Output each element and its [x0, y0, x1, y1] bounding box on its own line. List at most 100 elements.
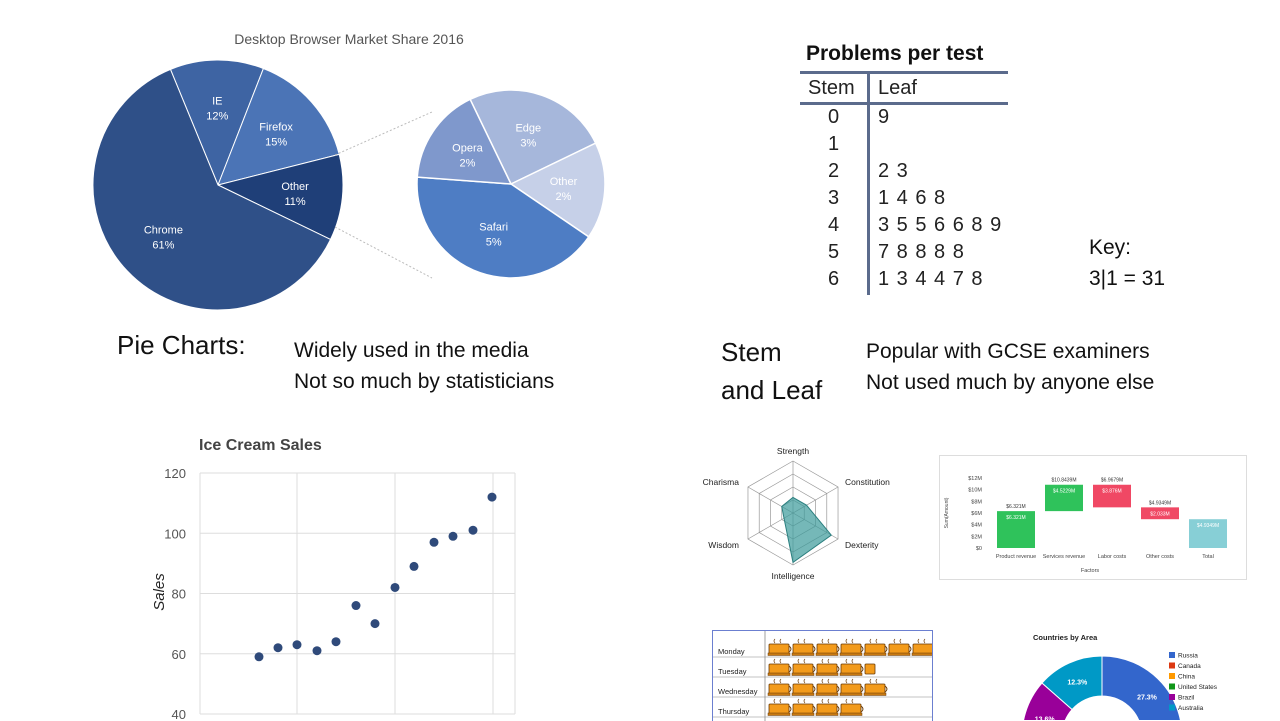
donut-legend-label: China — [1178, 674, 1195, 681]
breakdown-slice-other — [509, 142, 606, 238]
cup-body — [816, 663, 838, 675]
stem-leaf-row: 6 1 3 4 4 7 8 — [800, 268, 1020, 295]
donut-legend-swatch — [1169, 704, 1175, 711]
coffee-cup-icon — [887, 638, 912, 656]
cup-handle — [860, 645, 864, 653]
breakdown-slice-label: Opera 2% — [452, 142, 483, 169]
waterfall-bar-label: $6.9679M — [1101, 478, 1123, 484]
cup-saucer — [791, 672, 815, 676]
radar-axis-label: Intelligence — [771, 571, 814, 581]
pictograph-panel: Monday Tuesday Wednesday Thursday — [712, 630, 933, 721]
scatter-point — [409, 561, 419, 571]
cup-body — [840, 643, 862, 655]
stem-value: 1 — [828, 133, 840, 155]
coffee-cup-icon — [863, 678, 888, 696]
cup-saucer — [911, 652, 932, 656]
donut-legend-label: United States — [1178, 684, 1218, 691]
scatter-ytick: 120 — [164, 466, 186, 481]
cup-steam — [797, 698, 806, 704]
stem-divider — [867, 71, 870, 295]
waterfall-inner-label: $4.5229M — [1053, 489, 1075, 495]
stem-note-1: Popular with GCSE examiners — [866, 340, 1150, 363]
waterfall-inner-label: $4.9349M — [1197, 523, 1219, 529]
waterfall-bar — [1189, 519, 1227, 548]
leaf-values: 2 3 — [878, 160, 909, 182]
cup-handle — [788, 645, 792, 653]
donut-legend-label: Australia — [1178, 705, 1204, 712]
leaf-values: 1 3 4 4 7 8 — [878, 268, 984, 290]
breakdown-slice-label: Other 2% — [550, 176, 578, 203]
waterfall-bar — [1141, 507, 1179, 520]
coffee-cup-icon — [863, 638, 888, 656]
donut-slice-label: 12.3% — [1067, 679, 1088, 686]
stem-leaf-row: 1 — [800, 133, 1020, 160]
cup-body — [888, 643, 910, 655]
coffee-cup-icon — [815, 698, 840, 716]
cup-saucer — [791, 692, 815, 696]
cup-handle — [884, 685, 888, 693]
pie-section-heading: Pie Charts: — [117, 330, 246, 360]
scatter-ytick: 60 — [172, 647, 186, 662]
cup-saucer — [839, 672, 863, 676]
cup-saucer — [887, 652, 911, 656]
cup-body — [864, 643, 886, 655]
coffee-cup-icon — [864, 663, 876, 675]
pie-slice-label: Chrome 61% — [144, 224, 183, 251]
cup-body — [840, 703, 862, 715]
stem-value: 0 — [828, 106, 840, 128]
pie-slice-label: IE 12% — [206, 96, 228, 123]
leaf-values: 1 4 6 8 — [878, 187, 947, 209]
pie-section-notes: Widely used in the media Not so much by … — [294, 335, 554, 397]
waterfall-ytick: $10M — [968, 488, 982, 494]
picto-category-label: Monday — [718, 647, 745, 656]
cup-saucer — [791, 652, 815, 656]
cup-saucer — [815, 672, 839, 676]
coffee-cup-icon — [767, 698, 792, 716]
header-underline — [800, 102, 1008, 105]
donut-legend-swatch — [1169, 694, 1175, 700]
waterfall-inner-label: $6.321M — [1006, 515, 1025, 521]
breakdown-slice-label: Safari 5% — [479, 222, 508, 249]
cup-saucer — [839, 652, 863, 656]
waterfall-inner-label: $3.876M — [1102, 489, 1121, 495]
donut-legend-swatch — [1169, 673, 1175, 679]
pie-note-2: Not so much by statisticians — [294, 370, 555, 393]
scatter-title: Ice Cream Sales — [199, 437, 322, 454]
cup-saucer — [839, 692, 863, 696]
waterfall-bar-label: $4.9349M — [1149, 500, 1171, 506]
cup-body — [768, 643, 790, 655]
pie-title: Desktop Browser Market Share 2016 — [234, 31, 464, 47]
cup-handle — [860, 665, 864, 673]
coffee-cup-icon — [911, 638, 932, 656]
cup-handle — [884, 645, 888, 653]
waterfall-ylabel: Sum(Amount) — [944, 497, 950, 528]
picto-category-label: Thursday — [718, 707, 750, 716]
cup-saucer — [767, 692, 791, 696]
scatter-ytick: 80 — [172, 587, 186, 602]
stem-header: Stem — [808, 77, 855, 99]
scatter-point — [448, 531, 458, 541]
cup-saucer — [815, 652, 839, 656]
cup-saucer — [863, 692, 887, 696]
pie-slice-label: Firefox 15% — [259, 122, 293, 149]
stem-leaf-title: Problems per test — [806, 42, 984, 65]
waterfall-bar-label: $6.321M — [1006, 504, 1025, 510]
coffee-cup-icon — [791, 678, 816, 696]
radar-chart: Strength Constitution Dexterity Intelligenc… — [703, 446, 891, 581]
waterfall-panel: $12M $10M $8M $6M $4M $2M $0 Sum(Amount) $6.321M… — [939, 455, 1247, 580]
cup-handle — [812, 705, 816, 713]
cup-steam — [797, 678, 806, 684]
coffee-cup-icon — [839, 658, 864, 676]
stem-leaf-row: 2 2 3 — [800, 160, 1020, 187]
stem-note-2: Not used much by anyone else — [866, 371, 1155, 394]
pie-slice-ie — [169, 59, 265, 187]
waterfall-ytick: $6M — [971, 511, 982, 517]
scatter-point — [429, 537, 439, 547]
cup-steam — [821, 638, 830, 644]
browser-pie-chart: Desktop Browser Market Share 2016 IE 12% F… — [92, 31, 606, 311]
cup-handle — [908, 645, 912, 653]
donut-legend-swatch — [1169, 683, 1175, 690]
stem-value: 4 — [828, 214, 840, 236]
radar-axis-label: Constitution — [845, 477, 890, 487]
pictograph-chart: Monday Tuesday Wednesday Thursday — [713, 631, 932, 721]
